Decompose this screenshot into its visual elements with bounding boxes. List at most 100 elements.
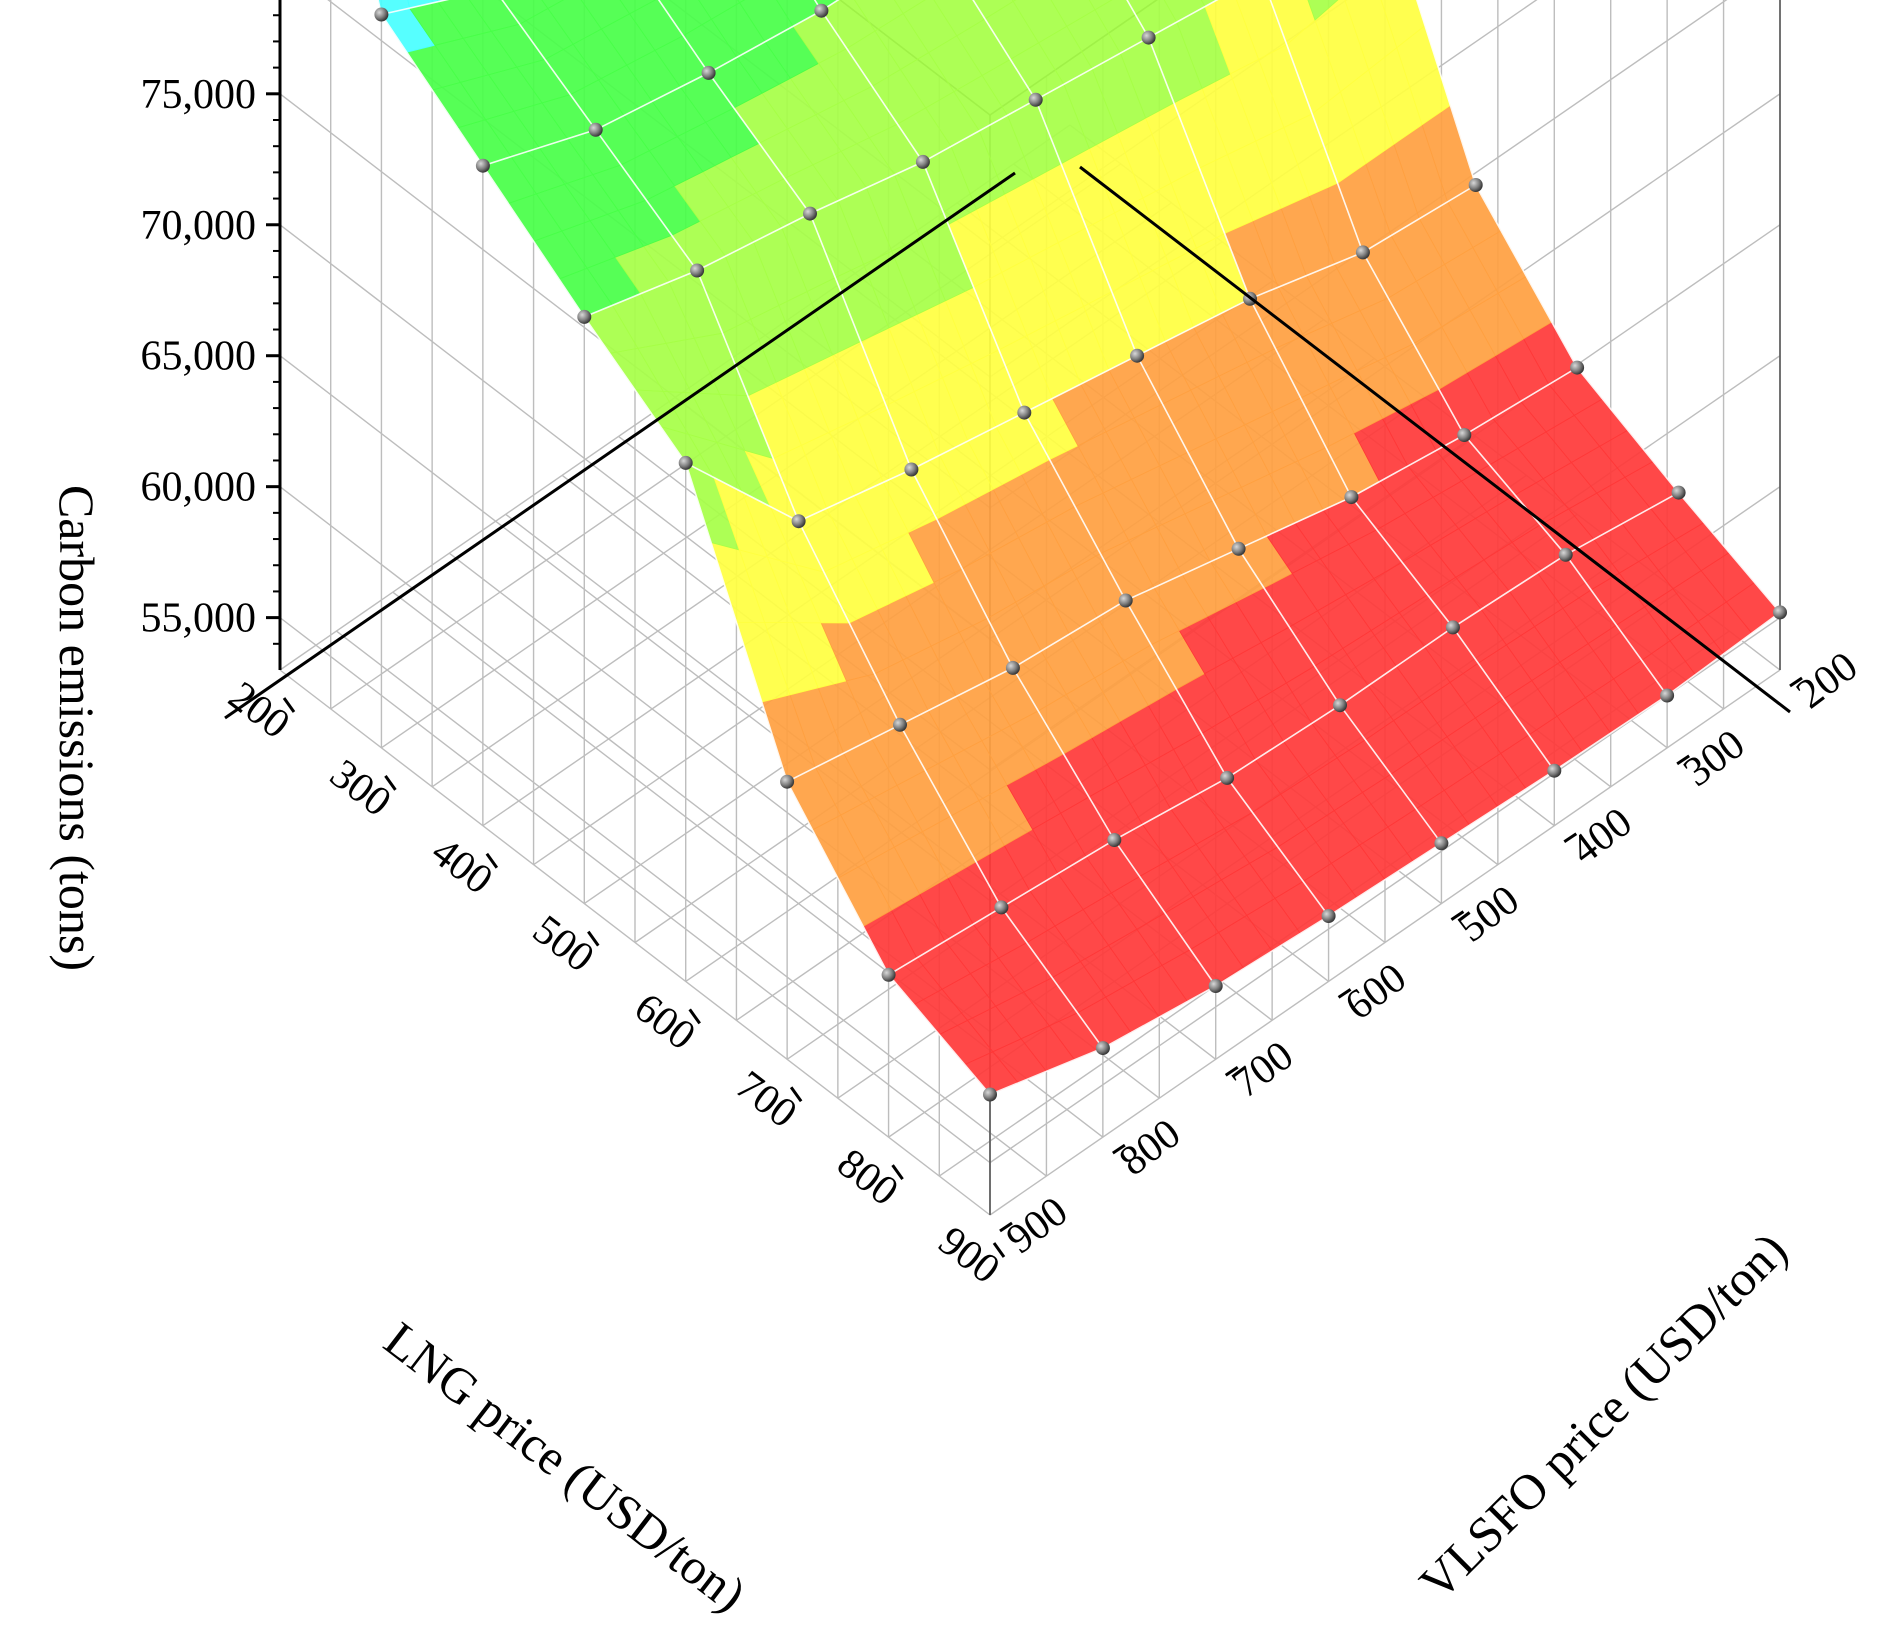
y-tick-label: 200 [1788, 643, 1866, 718]
x-major-tick [891, 1164, 904, 1181]
y-major-tick [1563, 832, 1578, 843]
x-major-tick [992, 1242, 1006, 1258]
data-point [791, 514, 806, 529]
mesh-line [989, 611, 1781, 1096]
mesh-line [1269, 0, 1668, 696]
data-point [1468, 178, 1483, 192]
y-axis-title: VLSFO price (USD/ton) [1408, 1221, 1797, 1610]
x-tick-label: 900 [930, 1218, 1008, 1293]
surface-patch [698, 0, 741, 20]
data-point [893, 717, 907, 732]
data-point [1570, 360, 1585, 375]
data-point [1355, 245, 1370, 260]
y-tick-label: 700 [1224, 1033, 1302, 1108]
y-tick-label: 400 [1563, 799, 1641, 874]
data-point [1231, 541, 1246, 556]
data-point [1457, 428, 1472, 442]
data-point [1773, 605, 1787, 620]
data-point [1333, 698, 1347, 713]
data-point [1220, 770, 1235, 785]
data-point [1547, 763, 1562, 778]
y-axis-line [224, 171, 1016, 720]
y-major-tick [1676, 754, 1690, 766]
surface-patch [737, 0, 746, 4]
mesh-line [786, 366, 1578, 783]
data-point [1434, 836, 1449, 851]
data-point [1005, 660, 1020, 675]
x-tick-label: 300 [321, 751, 399, 826]
data-point [690, 263, 705, 278]
y-major-tick [999, 1221, 1013, 1233]
y-major-tick [1112, 1143, 1126, 1155]
y-tick-label: 900 [998, 1188, 1076, 1263]
z-tick-label: 70,000 [141, 203, 257, 249]
data-point [1208, 979, 1223, 993]
surface-layer [374, 0, 1787, 1102]
data-point [1344, 490, 1359, 505]
data-point [1028, 92, 1043, 107]
mesh-line [1416, 0, 1781, 613]
z-axis-title: Carbon emissions (tons) [49, 485, 105, 971]
z-tick-label: 60,000 [141, 465, 257, 511]
data-point [1660, 688, 1675, 703]
mesh-line [813, 0, 1330, 917]
surface-patch [619, 0, 657, 15]
surface-patch [1307, 0, 1339, 21]
floor-grid-line [989, 669, 1781, 1216]
x-tick-label: 700 [727, 1062, 805, 1137]
data-point [881, 967, 896, 982]
z-tick-label: 55,000 [141, 596, 257, 642]
mesh-line [888, 491, 1679, 976]
y-tick-label: 600 [1337, 955, 1415, 1030]
x-tick-label: 600 [626, 985, 704, 1060]
y-major-tick [1450, 910, 1465, 921]
z-tick-label: 75,000 [141, 72, 257, 118]
data-point [904, 462, 919, 477]
data-point [1107, 833, 1122, 847]
wall-horizontal-grid-line [279, 617, 991, 1164]
y-major-tick [1337, 988, 1352, 999]
data-point [374, 7, 389, 22]
data-point [1017, 405, 1032, 420]
surface-patch [1088, 0, 1113, 11]
data-point [1118, 593, 1133, 608]
y-tick-label: 800 [1111, 1110, 1189, 1185]
mesh-line [657, 0, 1217, 987]
floor-grid-line [279, 669, 991, 1216]
x-axis-line [1079, 165, 1791, 714]
x-major-tick [282, 697, 296, 713]
y-tick-label: 500 [1450, 877, 1528, 952]
y-tick-label: 300 [1675, 721, 1753, 796]
x-tick-label: 800 [829, 1140, 907, 1215]
data-point [994, 900, 1009, 915]
mesh-line [482, 0, 840, 167]
data-point [577, 309, 592, 324]
data-point [588, 122, 603, 137]
data-point [1558, 547, 1573, 562]
y-major-tick [1224, 1066, 1239, 1077]
x-axis-title: LNG price (USD/ton) [374, 1311, 756, 1623]
data-point [780, 774, 795, 789]
surface-patch [893, 0, 926, 15]
x-major-tick [688, 1008, 701, 1025]
floor-grid-line [336, 630, 1047, 1177]
x-major-tick [789, 1086, 803, 1103]
x-major-tick [587, 930, 600, 947]
data-point [803, 206, 817, 221]
mesh-line [685, 184, 1477, 523]
data-point [701, 65, 716, 80]
data-point [1445, 620, 1460, 635]
surface-patch [1380, 0, 1426, 49]
mesh-line [1126, 0, 1555, 772]
mesh-line [377, 0, 991, 1096]
x-tick-label: 200 [220, 673, 298, 748]
x-tick-label: 500 [524, 907, 602, 982]
data-point [915, 154, 930, 169]
data-point [814, 3, 829, 18]
surface-patch [1050, 0, 1096, 27]
mesh-line [583, 0, 1219, 318]
surface-patch [1011, 0, 1017, 2]
x-tick-label: 400 [423, 829, 501, 904]
x-major-tick [485, 852, 499, 869]
data-point [1130, 348, 1145, 363]
